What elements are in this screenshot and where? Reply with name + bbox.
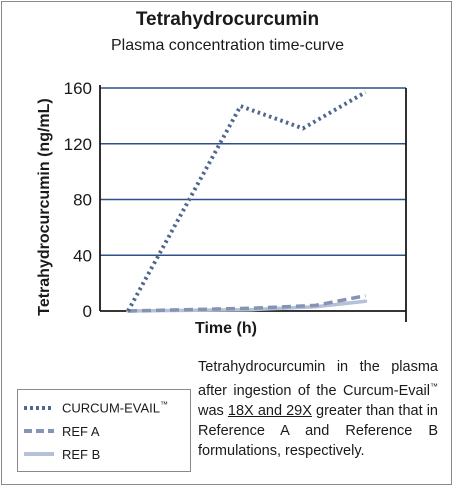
- y-tick-label-120: 120: [64, 135, 92, 154]
- legend-swatch-ref-a: [24, 429, 54, 433]
- legend-swatch-curcum: [24, 406, 54, 410]
- x-axis-label: Time (h): [195, 320, 257, 337]
- y-tick-label-40: 40: [73, 246, 92, 265]
- legend-item-curcum: CURCUM-EVAIL™: [22, 399, 168, 417]
- series-line-dotted: [126, 90, 367, 312]
- legend-swatch-ref-b: [24, 452, 54, 456]
- legend-item-ref-b: REF B: [22, 445, 100, 463]
- y-tick-label-160: 160: [64, 79, 92, 98]
- chart-legend: CURCUM-EVAIL™ REF A REF B: [17, 389, 191, 472]
- legend-label-curcum: CURCUM-EVAIL™: [62, 400, 168, 416]
- series-line-dashed: [127, 293, 366, 313]
- y-tick-label-0: 0: [83, 302, 92, 321]
- chart-subtitle: Plasma concentration time-curve: [111, 37, 344, 54]
- y-axis-label: Tetrahydrocurcumin (ng/mL): [36, 98, 53, 316]
- y-tick-label-80: 80: [73, 191, 92, 210]
- legend-item-ref-a: REF A: [22, 422, 100, 440]
- emphasis-multiplier: 18X and 29X: [227, 402, 312, 419]
- legend-label-ref-a: REF A: [62, 423, 100, 439]
- chart-title: Tetrahydrocurcumin: [135, 9, 320, 30]
- description-text: Tetrahydrocurcumin in the plasma after i…: [198, 359, 438, 459]
- legend-label-ref-b: REF B: [62, 446, 101, 462]
